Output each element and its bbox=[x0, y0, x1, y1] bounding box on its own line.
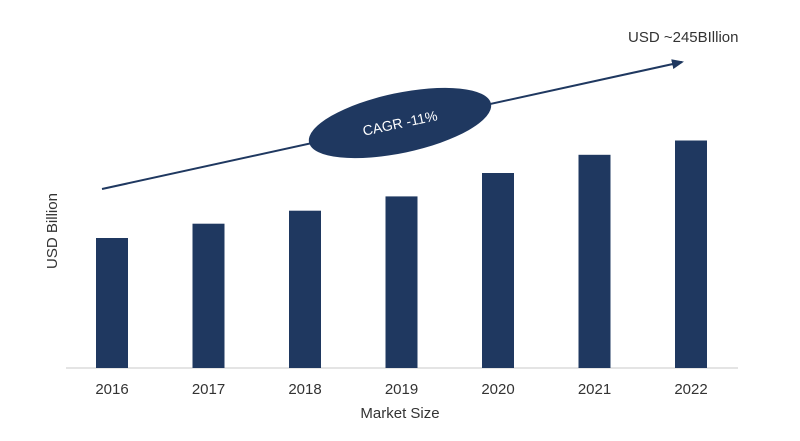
y-axis-label: USD Billion bbox=[44, 193, 61, 269]
x-tick-2018: 2018 bbox=[288, 381, 321, 398]
bar-2021 bbox=[578, 154, 611, 368]
x-tick-2017: 2017 bbox=[192, 381, 225, 398]
bars bbox=[96, 140, 707, 368]
bar-2020 bbox=[482, 173, 514, 368]
bar-2018 bbox=[289, 210, 321, 368]
x-tick-labels: 2016 2017 2018 2019 2020 2021 2022 bbox=[95, 381, 707, 398]
x-tick-2021: 2021 bbox=[578, 381, 611, 398]
bar-2019 bbox=[385, 196, 418, 368]
end-value-annotation: USD ~245BIllion bbox=[628, 29, 738, 46]
cagr-badge: CAGR -11% bbox=[308, 87, 492, 159]
bar-2016 bbox=[96, 238, 128, 368]
x-tick-2020: 2020 bbox=[481, 381, 514, 398]
bar-2022 bbox=[675, 140, 707, 368]
x-tick-2019: 2019 bbox=[385, 381, 418, 398]
cagr-ellipse bbox=[308, 87, 492, 159]
x-axis-label: Market Size bbox=[360, 405, 439, 422]
x-tick-2016: 2016 bbox=[95, 381, 128, 398]
bar-2017 bbox=[192, 223, 225, 368]
x-tick-2022: 2022 bbox=[674, 381, 707, 398]
